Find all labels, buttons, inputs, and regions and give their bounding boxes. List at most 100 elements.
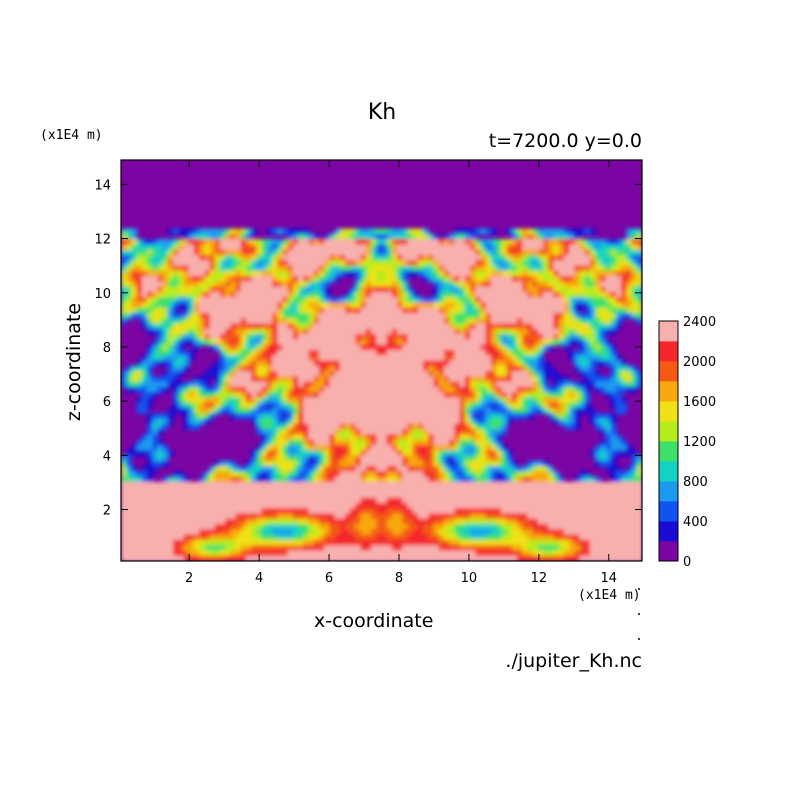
field-cell — [152, 344, 159, 351]
field-cell — [376, 339, 383, 346]
field-cell — [292, 413, 299, 420]
field-cell — [329, 555, 336, 561]
field-cell — [334, 318, 341, 325]
field-cell — [522, 360, 529, 367]
field-cell — [548, 302, 555, 309]
field-cell — [433, 460, 440, 467]
field-cell — [219, 260, 226, 267]
field-cell — [167, 254, 174, 261]
field-cell — [157, 429, 164, 436]
field-cell — [527, 265, 534, 272]
field-cell — [261, 349, 268, 356]
field-cell — [376, 302, 383, 309]
field-cell — [438, 371, 445, 378]
field-cell — [423, 381, 430, 388]
field-cell — [532, 318, 539, 325]
field-cell — [381, 381, 388, 388]
field-cell — [371, 291, 377, 298]
field-cell — [391, 381, 398, 388]
field-cell — [209, 487, 216, 494]
field-cell — [376, 487, 383, 494]
field-cell — [574, 487, 581, 494]
field-cell — [178, 276, 185, 283]
field-cell — [454, 249, 461, 256]
field-cell — [214, 360, 221, 367]
field-cell — [475, 360, 482, 367]
field-cell — [470, 360, 476, 367]
field-cell — [553, 270, 560, 277]
field-cell — [381, 260, 388, 267]
field-cell — [365, 513, 372, 520]
field-cell — [365, 476, 372, 483]
field-cell — [365, 497, 372, 504]
field-cell — [480, 534, 487, 541]
field-cell — [287, 518, 294, 525]
field-cell — [360, 381, 367, 388]
field-cell — [381, 349, 388, 356]
field-cell — [433, 444, 440, 451]
field-cell — [298, 365, 305, 372]
field-cell — [475, 418, 482, 425]
field-cell — [511, 550, 518, 557]
field-cell — [475, 518, 482, 525]
field-cell — [397, 365, 404, 372]
field-cell — [506, 360, 513, 367]
field-cell — [308, 339, 315, 346]
field-cell — [360, 254, 367, 261]
field-cell — [147, 487, 153, 494]
field-cell — [417, 487, 424, 494]
field-cell — [318, 239, 325, 246]
field-cell — [131, 450, 138, 457]
field-cell — [548, 508, 555, 515]
field-cell — [318, 328, 325, 335]
field-cell — [199, 413, 206, 420]
field-cell — [444, 270, 450, 277]
field-cell — [543, 513, 549, 520]
field-cell — [219, 360, 226, 367]
field-cell — [272, 529, 278, 536]
field-cell — [329, 386, 336, 393]
field-cell — [303, 502, 310, 509]
field-cell — [470, 270, 476, 277]
field-cell — [230, 407, 237, 414]
field-cell — [246, 328, 252, 335]
field-cell — [230, 555, 237, 561]
field-cell — [423, 524, 430, 531]
field-cell — [193, 413, 200, 420]
field-cell — [386, 365, 393, 372]
field-cell — [282, 397, 289, 404]
field-cell — [558, 334, 565, 341]
field-cell — [240, 349, 247, 356]
field-cell — [501, 334, 508, 341]
field-cell — [412, 487, 419, 494]
field-cell — [219, 555, 226, 561]
field-cell — [371, 439, 377, 446]
field-cell — [569, 307, 575, 314]
field-cell — [345, 349, 351, 356]
field-cell — [324, 481, 331, 488]
field-cell — [563, 254, 570, 261]
field-cell — [449, 402, 456, 409]
field-cell — [318, 291, 325, 298]
field-cell — [162, 376, 169, 383]
field-cell — [152, 313, 159, 319]
field-cell — [157, 313, 164, 319]
field-cell — [355, 371, 362, 378]
field-cell — [183, 524, 190, 531]
field-cell — [558, 513, 565, 520]
field-cell — [428, 439, 435, 446]
field-cell — [496, 365, 503, 372]
field-cell — [485, 392, 492, 399]
field-cell — [141, 502, 148, 509]
field-cell — [282, 355, 289, 362]
field-cell — [188, 339, 195, 346]
field-cell — [167, 249, 174, 256]
field-cell — [256, 518, 263, 525]
field-cell — [365, 418, 372, 425]
field-cell — [376, 429, 383, 436]
field-cell — [303, 265, 310, 272]
field-cell — [417, 260, 424, 267]
field-cell — [449, 355, 456, 362]
field-cell — [256, 481, 263, 488]
field-cell — [412, 476, 419, 483]
